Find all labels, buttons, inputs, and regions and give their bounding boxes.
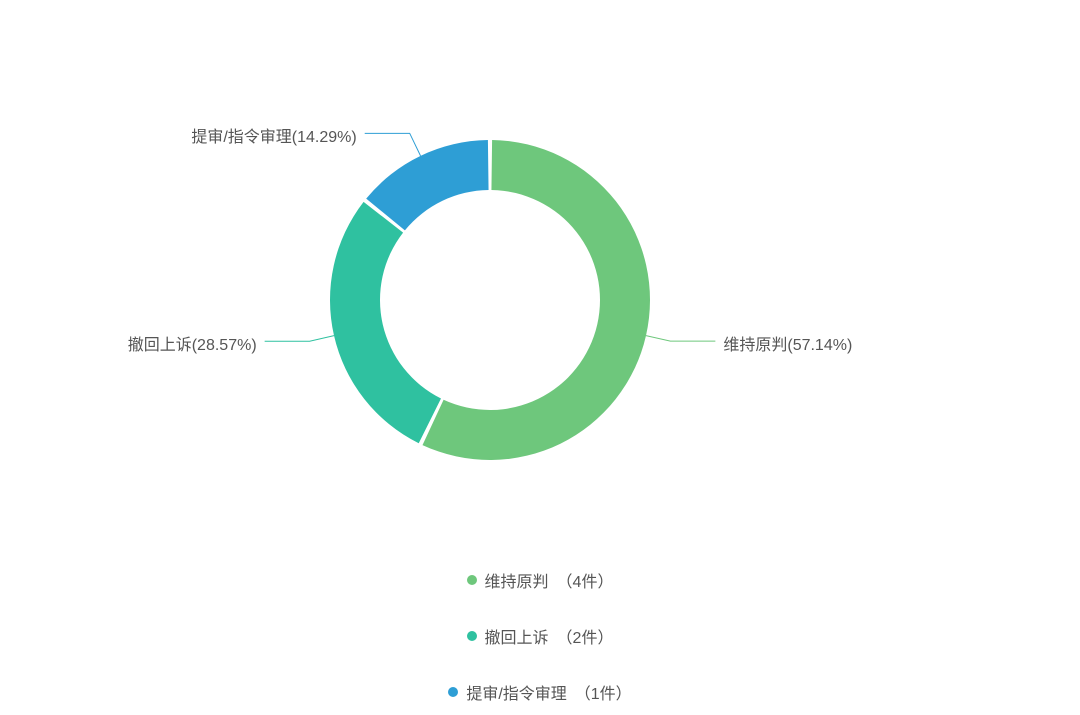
legend-label: 撤回上诉 xyxy=(485,624,549,648)
slice-label: 提审/指令审理(14.29%) xyxy=(191,123,356,147)
legend-count: （4件） xyxy=(557,568,614,592)
donut-slice[interactable] xyxy=(366,140,488,230)
legend-item[interactable]: 提审/指令审理 （1件） xyxy=(0,680,1080,704)
legend-label: 维持原判 xyxy=(485,568,549,592)
legend-dot-icon xyxy=(448,687,458,697)
leader-line xyxy=(265,336,334,342)
leader-line xyxy=(646,336,715,342)
legend-item[interactable]: 维持原判 （4件） xyxy=(0,568,1080,592)
legend-item[interactable]: 撤回上诉 （2件） xyxy=(0,624,1080,648)
legend-count: （2件） xyxy=(557,624,614,648)
legend-dot-icon xyxy=(467,631,477,641)
donut-svg xyxy=(0,0,1080,715)
slice-label: 撤回上诉(28.57%) xyxy=(128,331,257,355)
legend-count: （1件） xyxy=(575,680,632,704)
leader-line xyxy=(365,133,421,156)
slice-label: 维持原判(57.14%) xyxy=(723,331,852,355)
legend-dot-icon xyxy=(467,575,477,585)
legend-label: 提审/指令审理 xyxy=(466,680,566,704)
donut-slice[interactable] xyxy=(330,202,441,443)
donut-chart: 维持原判(57.14%) 撤回上诉(28.57%) 提审/指令审理(14.29%) 维… xyxy=(0,0,1080,715)
